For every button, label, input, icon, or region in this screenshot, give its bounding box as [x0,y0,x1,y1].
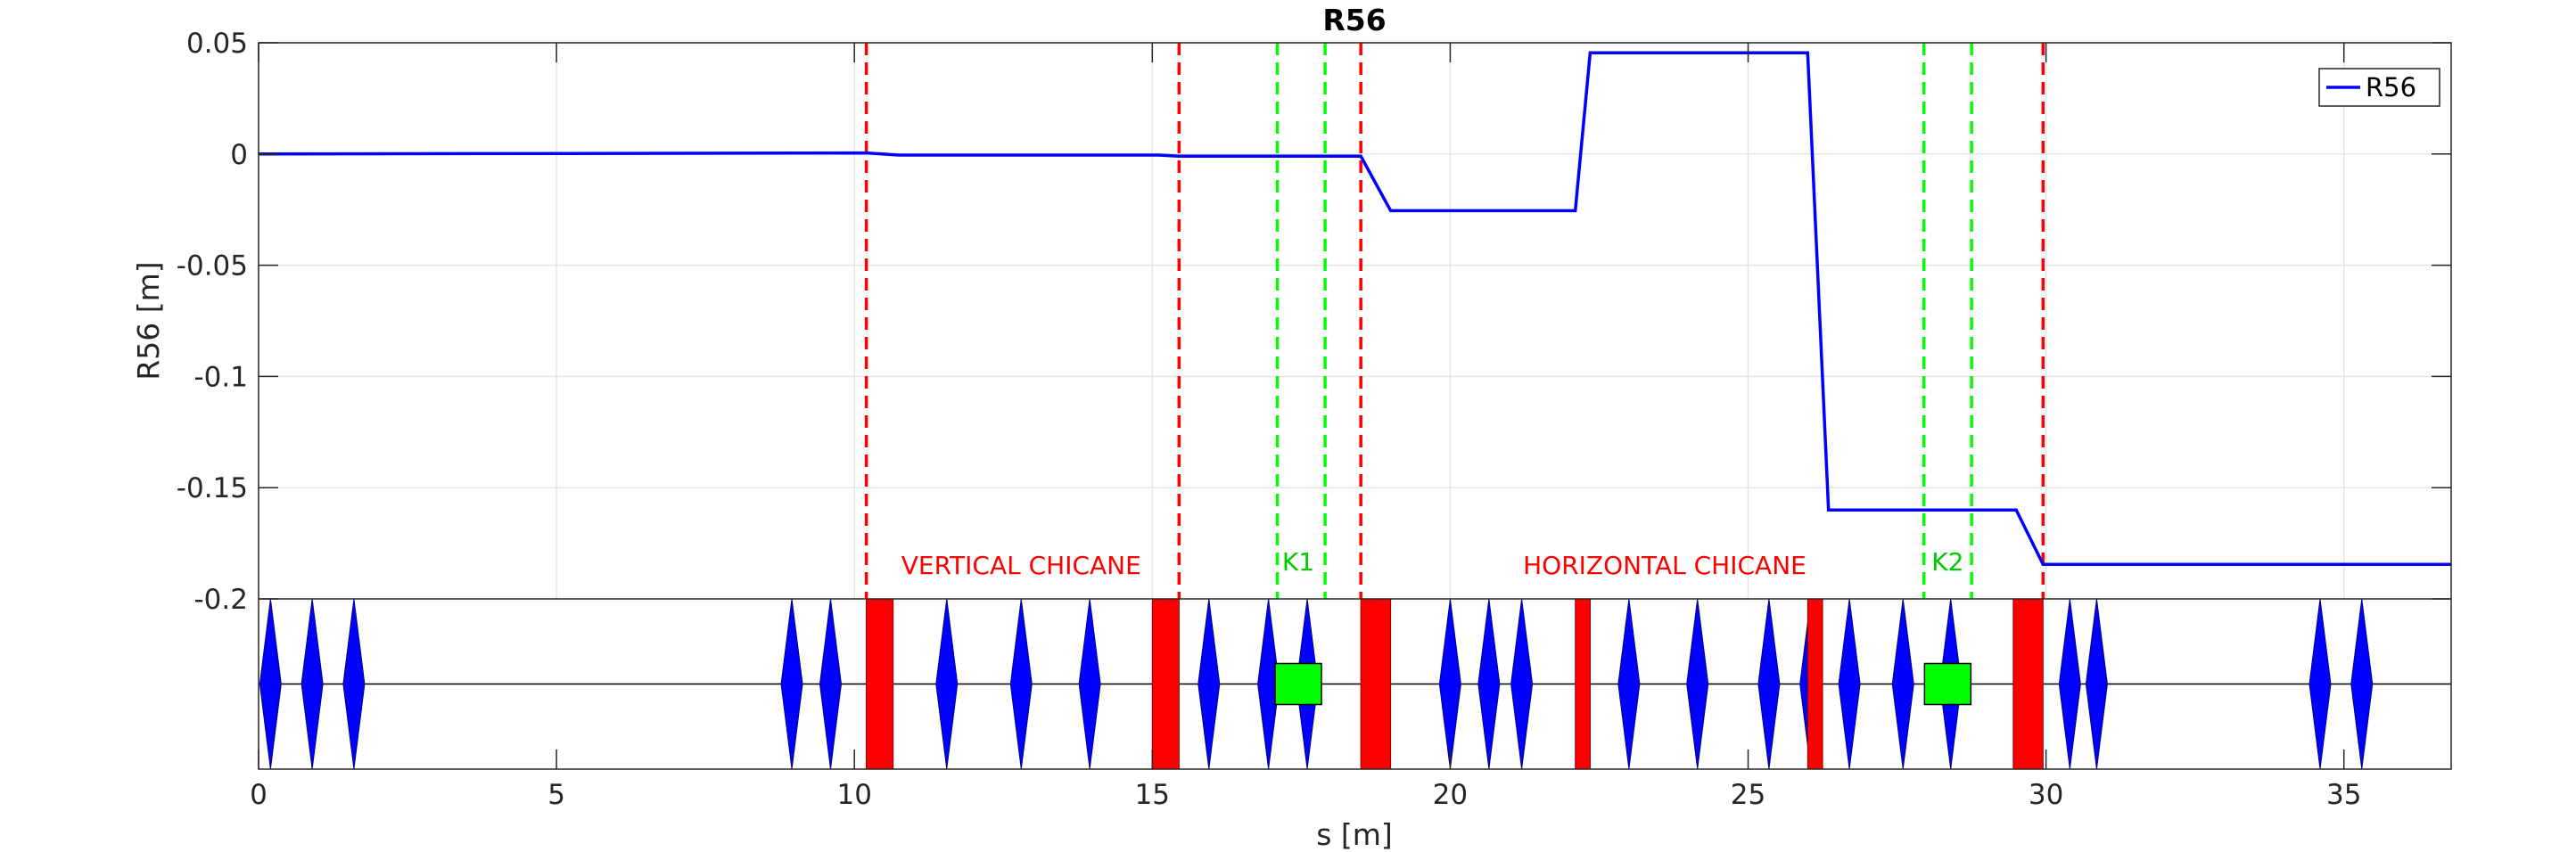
marker-lines [864,43,2045,599]
dipole [1360,598,1392,770]
y-axis-label: R56 [m] [131,261,166,380]
x-tick-label: 10 [836,779,871,811]
y-tick-label: 0.05 [186,28,248,60]
axes-box [258,42,2452,770]
x-tick-label: 15 [1135,779,1170,811]
chart-title: R56 [1322,3,1386,37]
dipole [866,598,894,770]
x-tick-label: 5 [547,779,565,811]
y-tick-label: 0 [230,139,248,171]
kicker-k2 [1923,662,1972,706]
axes [258,42,2452,770]
x-tick-label: 0 [250,779,267,811]
x-tick-label: 20 [1433,779,1468,811]
series [258,51,2451,567]
grid [258,42,2451,600]
dipole [1151,598,1180,770]
y-tick-label: -0.05 [177,250,248,283]
x-axis-label: s [m] [1316,817,1393,852]
y-tick-label: -0.2 [194,584,249,616]
dipole [1806,598,1823,770]
legend-label: R56 [2366,72,2416,102]
x-tick-label: 30 [2029,779,2063,811]
dipole [1575,598,1591,770]
annotation-label: VERTICAL CHICANE [901,551,1141,580]
annotations: VERTICAL CHICANE K1 HORIZONTAL CHICANE K2 [901,547,1964,580]
annotation-label: HORIZONTAL CHICANE [1523,551,1806,580]
series-line-r56 [258,51,2451,567]
tick-labels: 0 5 10 15 20 25 30 35 -0.2 -0.15 -0.1 -0.05 0 0.05 [177,28,2362,811]
y-tick-label: -0.15 [177,472,248,504]
lattice-panel [259,598,2451,770]
kicker-k1 [1274,662,1322,706]
dipole [2012,598,2044,770]
annotation-label: K1 [1282,547,1314,577]
legend: R56 [2318,68,2440,107]
x-tick-label: 25 [1731,779,1765,811]
y-tick-label: -0.1 [194,361,249,393]
annotation-label: K2 [1931,547,1963,577]
x-tick-label: 35 [2326,779,2361,811]
